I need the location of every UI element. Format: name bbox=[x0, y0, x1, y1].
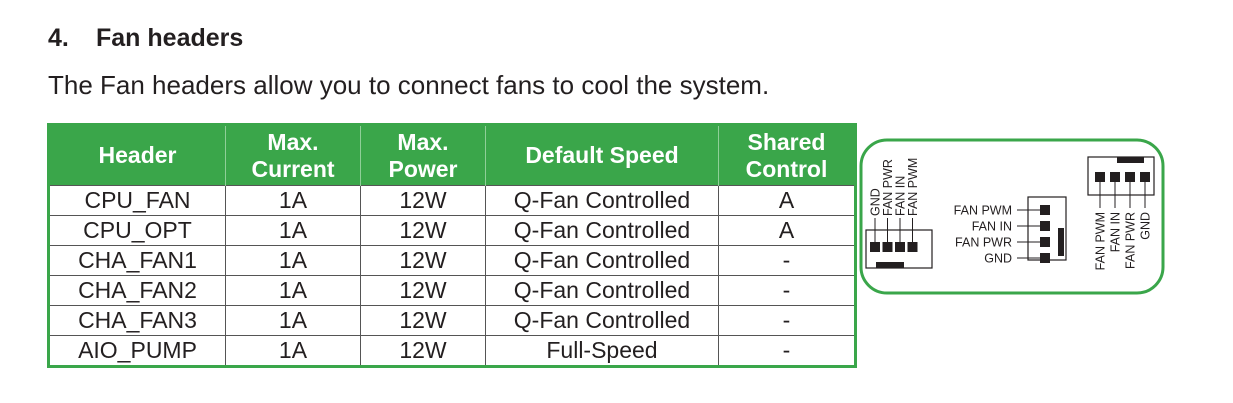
pin bbox=[1040, 221, 1050, 231]
key-bar bbox=[876, 262, 904, 268]
table-cell: Q-Fan Controlled bbox=[485, 215, 719, 246]
diagram-frame bbox=[859, 138, 1165, 295]
table-cell: A bbox=[718, 215, 856, 246]
section-heading: 4. Fan headers bbox=[48, 24, 243, 53]
pin bbox=[1140, 172, 1150, 182]
pin bbox=[1095, 172, 1105, 182]
table-row: CHA_FAN1 1A 12W Q-Fan Controlled - bbox=[48, 245, 856, 276]
table-row: CHA_FAN3 1A 12W Q-Fan Controlled - bbox=[48, 305, 856, 336]
col-shared-control: Shared Control bbox=[718, 124, 856, 186]
pin bbox=[870, 242, 880, 252]
table-cell: CHA_FAN2 bbox=[48, 275, 226, 306]
table-cell: 1A bbox=[225, 335, 361, 367]
pin-label: GND bbox=[1139, 212, 1153, 240]
table-cell: CPU_FAN bbox=[48, 185, 226, 216]
pin bbox=[907, 242, 918, 252]
key-bar bbox=[1117, 157, 1144, 163]
table-cell: Q-Fan Controlled bbox=[485, 245, 719, 276]
pin-label: GND bbox=[984, 252, 1012, 266]
table-row: CPU_FAN 1A 12W Q-Fan Controlled A bbox=[48, 185, 856, 216]
fan-headers-table: Header Max. Current Max. Power Default Spe… bbox=[47, 123, 857, 368]
pin-label: GND bbox=[869, 188, 883, 216]
table-cell: - bbox=[718, 305, 856, 336]
table-cell: 1A bbox=[225, 275, 361, 306]
pin-label: FAN PWR bbox=[1124, 212, 1138, 269]
table-cell: 12W bbox=[360, 305, 486, 336]
table-cell: 12W bbox=[360, 335, 486, 367]
pin bbox=[1040, 253, 1050, 263]
pin bbox=[1040, 237, 1050, 247]
right-connector: FAN PWM FAN IN FAN PWR GND bbox=[1087, 156, 1155, 270]
table-cell: 1A bbox=[225, 215, 361, 246]
table-cell: 12W bbox=[360, 275, 486, 306]
table-cell: AIO_PUMP bbox=[48, 335, 226, 367]
pin-label: FAN PWM bbox=[906, 158, 920, 216]
table-header-row: Header Max. Current Max. Power Default Spe… bbox=[48, 124, 856, 186]
table-cell: - bbox=[718, 245, 856, 276]
table-cell: A bbox=[718, 185, 856, 216]
table-cell: - bbox=[718, 275, 856, 306]
table-cell: CHA_FAN1 bbox=[48, 245, 226, 276]
table-cell: 12W bbox=[360, 245, 486, 276]
col-max-current: Max. Current bbox=[225, 124, 361, 186]
table-cell: Full-Speed bbox=[485, 335, 719, 367]
pin-label: FAN PWR bbox=[955, 236, 1012, 250]
middle-connector: FAN PWM FAN IN FAN PWR GND bbox=[954, 196, 1067, 266]
pin bbox=[1040, 205, 1050, 215]
pin-label: FAN IN bbox=[1109, 212, 1123, 252]
table-row: AIO_PUMP 1A 12W Full-Speed - bbox=[48, 335, 856, 367]
table-cell: 12W bbox=[360, 215, 486, 246]
col-header: Header bbox=[48, 124, 226, 186]
table-cell: - bbox=[718, 335, 856, 367]
pin bbox=[882, 242, 893, 252]
col-default-speed: Default Speed bbox=[485, 124, 719, 186]
table-cell: Q-Fan Controlled bbox=[485, 305, 719, 336]
pin-label: FAN IN bbox=[972, 220, 1012, 234]
table-row: CPU_OPT 1A 12W Q-Fan Controlled A bbox=[48, 215, 856, 246]
table-cell: CPU_OPT bbox=[48, 215, 226, 246]
section-description: The Fan headers allow you to connect fan… bbox=[48, 70, 770, 100]
table-cell: Q-Fan Controlled bbox=[485, 185, 719, 216]
table-cell: 1A bbox=[225, 305, 361, 336]
section-title: Fan headers bbox=[96, 24, 244, 52]
table-cell: 1A bbox=[225, 245, 361, 276]
pin bbox=[895, 242, 905, 252]
table-cell: 1A bbox=[225, 185, 361, 216]
table-cell: CHA_FAN3 bbox=[48, 305, 226, 336]
pin-label: FAN PWM bbox=[954, 204, 1012, 218]
key-bar bbox=[1058, 228, 1064, 256]
table-cell: Q-Fan Controlled bbox=[485, 275, 719, 306]
table-cell: 12W bbox=[360, 185, 486, 216]
pin-label: FAN PWM bbox=[1094, 212, 1108, 270]
pin bbox=[1110, 172, 1120, 182]
table-row: CHA_FAN2 1A 12W Q-Fan Controlled - bbox=[48, 275, 856, 306]
pin bbox=[1125, 172, 1135, 182]
col-max-power: Max. Power bbox=[360, 124, 486, 186]
pin-label: FAN PWR bbox=[881, 159, 895, 216]
section-number: 4. bbox=[48, 24, 69, 52]
pin-label: FAN IN bbox=[894, 176, 908, 216]
